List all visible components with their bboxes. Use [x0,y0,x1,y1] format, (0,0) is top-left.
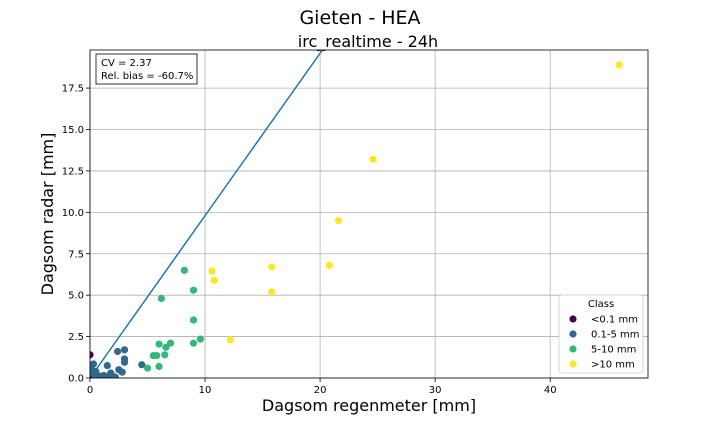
y-tick-label: 12.5 [62,166,84,177]
data-point [153,352,161,360]
data-point [189,339,198,347]
x-tick-label: 10 [199,385,212,396]
data-point [210,276,218,284]
data-point [103,361,111,370]
x-tick-label: 40 [544,385,557,396]
data-point [369,155,377,163]
y-axis-label: Dagsom radar [mm] [38,133,57,296]
stats-box: CV = 2.37 Rel. bias = -60.7% [95,53,198,85]
legend-entry-label: >10 mm [591,360,635,371]
data-point [120,358,129,366]
legend-title: Class [588,299,614,310]
data-point [180,266,188,274]
data-point [90,351,94,359]
data-point [138,361,146,369]
data-point [325,261,333,269]
points-layer [90,61,623,378]
reference-line [90,50,324,378]
y-tick-label: 7.5 [68,249,84,260]
y-tick-label: 2.5 [68,332,84,343]
data-point [615,61,623,69]
stats-cv: CV = 2.37 [101,58,152,69]
x-tick-label: 30 [429,385,442,396]
y-tick-label: 0.0 [68,374,84,385]
y-tick-label: 5.0 [68,291,84,302]
data-point [166,339,175,347]
legend-marker [569,360,577,368]
stats-rel-bias: Rel. bias = -60.7% [101,71,193,82]
data-point [226,336,234,344]
y-tick-label: 10.0 [62,208,84,219]
legend-marker [569,345,577,353]
data-point [161,351,169,359]
data-point [189,286,198,294]
data-point [155,340,163,348]
data-point [143,364,152,372]
data-point [120,346,129,354]
data-point [268,288,276,296]
data-point [114,347,122,356]
data-point [208,267,216,275]
data-point [155,362,163,371]
data-point [334,217,343,225]
data-point [268,263,276,271]
legend: Class <0.1 mm 0.1-5 mm 5-10 mm >10 mm [558,294,644,374]
y-tick-label: 17.5 [62,84,84,95]
legend-entry-label: 5-10 mm [591,345,636,356]
chart-subtitle: irc_realtime - 24h [298,32,438,52]
legend-entry-label: 0.1-5 mm [591,330,640,341]
data-point [90,369,96,377]
x-axis-label: Dagsom regenmeter [mm] [262,396,476,415]
ticks-layer: 0 10 20 30 40 0.0 2.5 5.0 7.5 10.0 12.5 15.0 17.5 [62,84,557,396]
plot-frame [89,49,649,379]
legend-marker [569,330,577,338]
chart-title: Gieten - HEA [299,7,420,29]
data-point [157,294,165,303]
reference-line-layer [90,50,324,378]
data-point [111,373,119,378]
data-point [118,368,126,376]
legend-entry-label: <0.1 mm [591,315,638,326]
data-point [162,343,170,351]
legend-marker [569,315,577,323]
x-tick-label: 0 [87,385,93,396]
y-tick-label: 15.0 [62,125,84,136]
x-tick-label: 20 [314,385,327,396]
data-point [189,316,198,324]
data-point [196,335,205,343]
